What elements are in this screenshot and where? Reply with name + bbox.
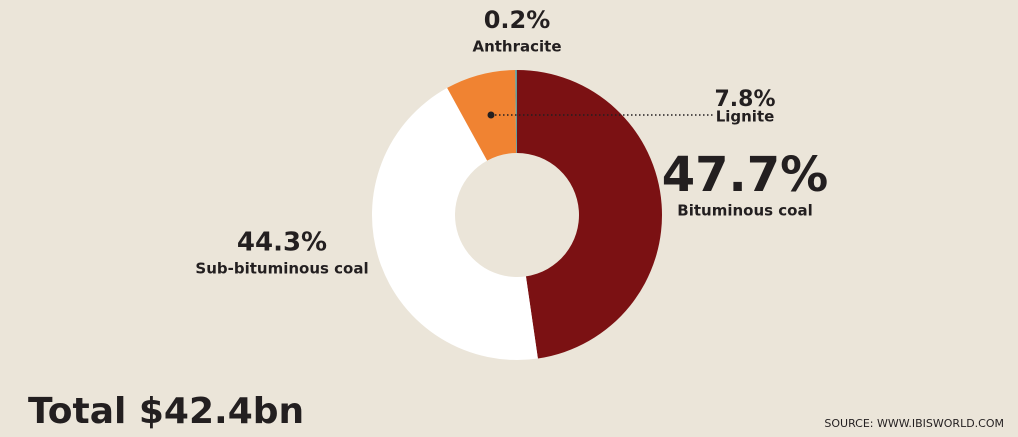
- category-label: Anthracite: [472, 38, 561, 56]
- value-label: 7.8%: [714, 87, 775, 112]
- category-label: Bituminous coal: [677, 202, 812, 220]
- source: SOURCE: WWW.IBISWORLD.COM: [824, 417, 1004, 430]
- value-label: 47.7%: [662, 147, 829, 203]
- donut: [372, 70, 662, 360]
- category-label: Lignite: [716, 108, 775, 126]
- category-label: Sub-bituminous coal: [195, 260, 368, 278]
- slice: [517, 70, 662, 359]
- slice: [515, 70, 517, 154]
- total: Total $42.4bn: [28, 391, 304, 432]
- value-label: 44.3%: [237, 228, 327, 258]
- leader-dot: [487, 111, 495, 119]
- slice: [372, 87, 538, 360]
- slice: [447, 70, 517, 161]
- value-label: 0.2%: [484, 6, 551, 34]
